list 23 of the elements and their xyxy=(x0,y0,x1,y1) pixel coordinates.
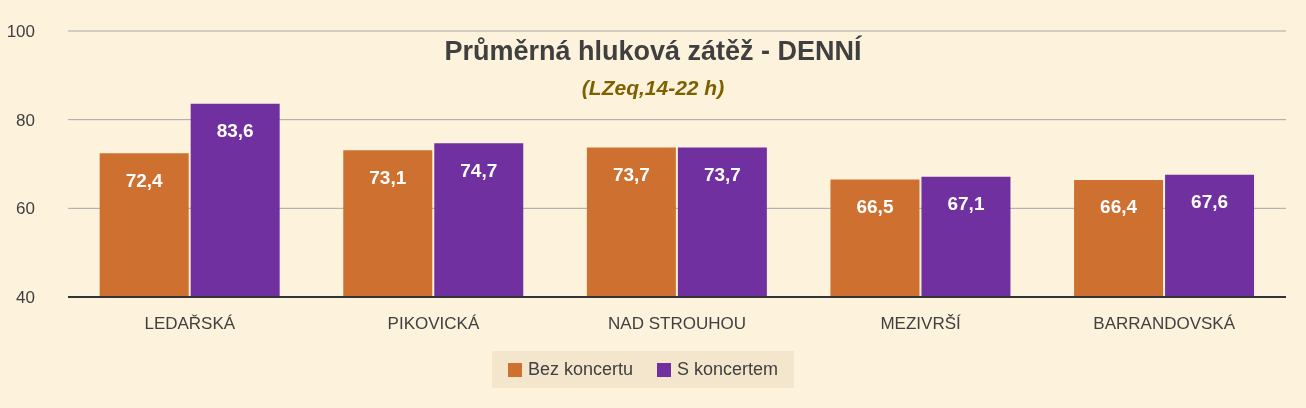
data-label: 73,7 xyxy=(703,164,741,186)
x-tick-label: NAD STROUHOU xyxy=(608,314,746,334)
x-tick-label: PIKOVICKÁ xyxy=(387,314,480,334)
x-tick-label: MEZIVRŠÍ xyxy=(880,314,962,334)
legend-label: Bez koncertu xyxy=(526,359,633,380)
y-tick-label: 40 xyxy=(16,288,35,308)
data-label: 74,7 xyxy=(460,159,498,181)
y-tick-label: 80 xyxy=(16,110,35,130)
data-label: 66,5 xyxy=(856,196,894,218)
y-tick-label: 100 xyxy=(6,22,35,42)
data-label: 67,1 xyxy=(947,193,985,215)
legend-label: S koncertem xyxy=(676,359,779,380)
data-label: 83,6 xyxy=(216,120,254,142)
data-label: 73,1 xyxy=(369,166,407,188)
x-tick-label: LEDAŘSKÁ xyxy=(144,314,236,334)
chart-title: Průměrná hluková zátěž - DENNÍ xyxy=(444,36,862,66)
y-tick-label: 60 xyxy=(16,199,35,219)
data-label: 67,6 xyxy=(1191,191,1229,213)
data-label: 66,4 xyxy=(1100,196,1138,218)
text: (LZeq,14-22 h) xyxy=(580,76,726,100)
data-label: 73,7 xyxy=(612,164,650,186)
x-tick-label: BARRANDOVSKÁ xyxy=(1093,314,1236,334)
data-label: 72,4 xyxy=(125,169,164,191)
